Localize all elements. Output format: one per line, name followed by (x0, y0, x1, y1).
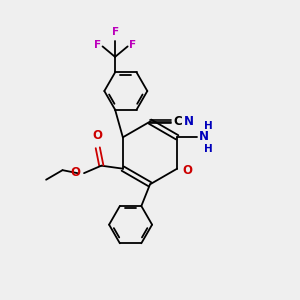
Text: O: O (93, 129, 103, 142)
Text: F: F (129, 40, 136, 50)
Text: N: N (199, 130, 209, 143)
Text: H: H (204, 144, 213, 154)
Text: O: O (70, 166, 80, 179)
Text: F: F (112, 27, 118, 37)
Text: C: C (173, 115, 182, 128)
Text: O: O (182, 164, 193, 177)
Text: N: N (183, 115, 194, 128)
Text: H: H (204, 121, 213, 131)
Text: F: F (94, 40, 101, 50)
